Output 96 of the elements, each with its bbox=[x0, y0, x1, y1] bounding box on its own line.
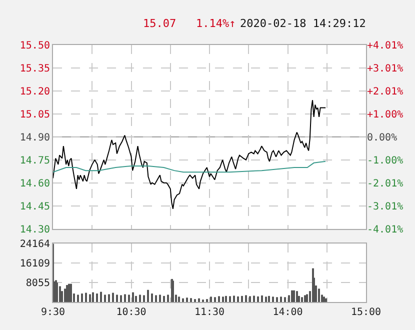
bar bbox=[265, 296, 267, 302]
bar bbox=[301, 297, 303, 302]
bar bbox=[233, 296, 235, 302]
bar bbox=[272, 296, 274, 302]
y-tick-label: 15.35 bbox=[20, 63, 50, 74]
bar bbox=[190, 298, 192, 302]
bar bbox=[237, 296, 239, 302]
bar bbox=[139, 294, 141, 302]
bar bbox=[159, 294, 161, 302]
bar bbox=[291, 290, 293, 302]
bar bbox=[325, 298, 327, 302]
bar bbox=[229, 296, 231, 302]
bar bbox=[59, 286, 61, 302]
bar bbox=[116, 294, 118, 302]
bar bbox=[194, 299, 196, 302]
y-tick-label: 14.60 bbox=[20, 178, 50, 190]
y2-tick-label: -1.00% bbox=[367, 155, 404, 166]
bar bbox=[178, 296, 180, 302]
y2-tick-label: -3.01% bbox=[367, 201, 404, 212]
x-tick-label: 10:30 bbox=[116, 307, 146, 318]
bar bbox=[218, 296, 220, 302]
bar bbox=[100, 292, 102, 302]
y-tick-label: 15.05 bbox=[20, 109, 50, 120]
y2-tick-label: +3.01% bbox=[367, 63, 404, 74]
text: 15.07 bbox=[143, 17, 176, 30]
bar bbox=[276, 297, 278, 302]
bar bbox=[253, 296, 255, 302]
bar bbox=[147, 290, 149, 302]
text: 2020-02-18 14:29:12 bbox=[240, 17, 366, 30]
bar bbox=[293, 290, 295, 302]
bar bbox=[261, 295, 263, 302]
x-tick-label: 15:00 bbox=[350, 307, 382, 318]
y2-tick-label: 0.00% bbox=[367, 132, 398, 144]
bar bbox=[245, 295, 247, 302]
text: 1.14%↑ bbox=[196, 17, 236, 30]
bar bbox=[108, 294, 110, 302]
bar bbox=[241, 296, 243, 302]
bar bbox=[135, 296, 137, 302]
bar bbox=[280, 296, 282, 302]
bar bbox=[92, 292, 94, 302]
bar bbox=[66, 285, 68, 302]
bar bbox=[257, 296, 259, 302]
bar bbox=[155, 295, 157, 302]
y2-tick-label: -4.01% bbox=[367, 224, 404, 236]
bar bbox=[182, 298, 184, 302]
bar bbox=[104, 294, 106, 302]
bar bbox=[284, 297, 286, 302]
y-tick-label: 8055 bbox=[26, 278, 50, 289]
y-tick-label: 16109 bbox=[20, 258, 50, 270]
bar bbox=[225, 296, 227, 302]
bar bbox=[128, 294, 130, 302]
bar bbox=[132, 292, 134, 302]
y-tick-label: 14.90 bbox=[20, 132, 50, 144]
bar bbox=[323, 296, 325, 302]
bar bbox=[296, 291, 298, 302]
bar bbox=[124, 294, 126, 302]
bar bbox=[222, 296, 224, 302]
bar bbox=[77, 294, 79, 302]
x-tick-label: 11:30 bbox=[194, 307, 225, 318]
y2-tick-label: -2.01% bbox=[367, 178, 404, 190]
bar bbox=[206, 299, 208, 302]
bar bbox=[163, 296, 165, 302]
bar bbox=[318, 288, 320, 302]
bar bbox=[70, 284, 72, 302]
bar bbox=[89, 294, 91, 302]
bar bbox=[249, 296, 251, 302]
x-tick-label: 14:00 bbox=[272, 307, 303, 318]
line-series bbox=[53, 100, 326, 210]
bar bbox=[210, 296, 212, 302]
bar bbox=[306, 294, 308, 302]
bar bbox=[214, 297, 216, 302]
bar bbox=[64, 288, 66, 302]
bar bbox=[112, 292, 114, 302]
y-tick-label: 24164 bbox=[20, 238, 50, 250]
bar bbox=[167, 294, 169, 302]
y-tick-label: 15.50 bbox=[20, 40, 50, 52]
y2-tick-label: +2.01% bbox=[367, 86, 404, 98]
bar bbox=[81, 294, 83, 302]
y-tick-label: 14.30 bbox=[20, 224, 50, 236]
y-tick-label: 14.75 bbox=[20, 155, 50, 166]
bar bbox=[143, 295, 145, 302]
bar bbox=[268, 296, 270, 302]
y2-tick-label: +1.00% bbox=[367, 109, 404, 120]
bar bbox=[85, 292, 87, 302]
y2-tick-label: +4.01% bbox=[367, 40, 404, 52]
bar bbox=[96, 294, 98, 302]
y-tick-label: 14.45 bbox=[20, 201, 50, 212]
x-tick-label: 9:30 bbox=[40, 307, 66, 318]
bar bbox=[120, 295, 122, 302]
bar bbox=[198, 298, 200, 302]
bar bbox=[304, 295, 306, 302]
y-tick-label: 15.20 bbox=[20, 86, 50, 98]
line-series bbox=[53, 160, 326, 173]
bar bbox=[56, 282, 58, 302]
bar bbox=[151, 294, 153, 302]
bar bbox=[186, 298, 188, 302]
